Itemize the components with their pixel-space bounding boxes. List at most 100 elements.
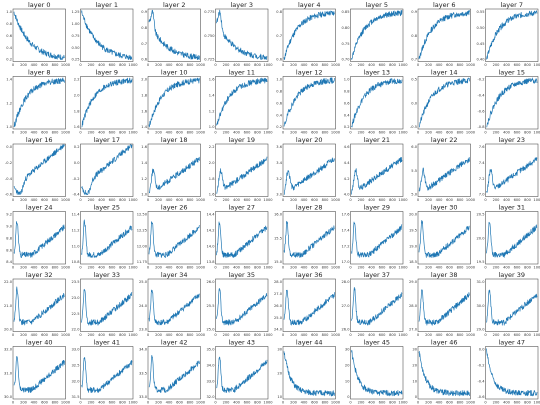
x-tick-label: 800 bbox=[52, 131, 60, 135]
y-tick-label: 2.2 bbox=[209, 145, 215, 149]
y-tick-label: 35.0 bbox=[206, 348, 215, 352]
series-line bbox=[486, 156, 538, 193]
series-line bbox=[216, 287, 268, 326]
x-tick-label: 0 bbox=[214, 198, 217, 202]
x-tick-label: 1000 bbox=[331, 131, 341, 135]
x-tick-label: 800 bbox=[524, 131, 532, 135]
y-tick-label: 1.0 bbox=[209, 125, 215, 129]
x-tick-label: 1000 bbox=[466, 333, 476, 337]
y-tick-label: 1.0 bbox=[6, 125, 12, 129]
x-tick-label: 400 bbox=[31, 131, 39, 135]
subplot-42: layer 42 33.0 33.5 34.0 0 200 400 600 800 1000 bbox=[139, 339, 206, 405]
subplot-30: layer 30 18.5 19.0 19.5 20.0 0 200 400 600 800 100… bbox=[409, 204, 476, 270]
y-tick-label: -0.4 bbox=[477, 379, 485, 383]
subplot-14: layer 14 -0.5 0.0 0.5 0 200 400 600 800 1000 bbox=[410, 69, 476, 135]
y-tick-label: 0.9 bbox=[141, 10, 147, 14]
x-tick-label: 400 bbox=[98, 401, 106, 405]
x-tick-label: 400 bbox=[436, 401, 444, 405]
y-tick-label: 1.0 bbox=[141, 193, 147, 197]
subplot-frame bbox=[12, 211, 66, 265]
y-tick-label: 7.2 bbox=[479, 177, 485, 181]
y-tick-label: 12.25 bbox=[137, 229, 147, 233]
x-tick-label: 800 bbox=[389, 333, 397, 337]
y-tick-label: 0.0 bbox=[411, 101, 417, 105]
x-tick-label: 200 bbox=[425, 401, 433, 405]
y-tick-label: 30 bbox=[412, 348, 417, 352]
y-tick-label: 12.50 bbox=[137, 213, 148, 217]
y-tick-label: 19.5 bbox=[476, 260, 484, 264]
subplot-title: layer 26 bbox=[161, 204, 188, 212]
y-tick-label: 0.8 bbox=[276, 90, 282, 94]
subplot-16: layer 16 -0.6 -0.4 -0.2 0.0 0 200 400 600 800 1000 bbox=[5, 136, 71, 202]
subplot-22: layer 22 5.0 5.5 6.0 0 200 400 600 800 1000 bbox=[411, 136, 476, 202]
y-tick-label: 0.8 bbox=[276, 10, 282, 14]
x-tick-label: 200 bbox=[358, 333, 366, 337]
x-tick-label: 0 bbox=[147, 401, 150, 405]
x-tick-label: 200 bbox=[358, 266, 366, 270]
subplot-title: layer 22 bbox=[431, 136, 458, 144]
y-tick-label: 19.0 bbox=[409, 244, 418, 248]
subplot-frame bbox=[485, 211, 539, 265]
x-tick-label: 200 bbox=[88, 131, 96, 135]
subplot-frame bbox=[417, 211, 471, 265]
y-tick-label: 1.4 bbox=[141, 125, 147, 129]
x-tick-label: 0 bbox=[282, 266, 285, 270]
subplot-20: layer 20 3.0 3.2 3.4 3.6 0 200 400 600 800 1000 bbox=[276, 136, 341, 202]
x-tick-label: 400 bbox=[233, 63, 241, 67]
x-tick-label: 400 bbox=[31, 198, 39, 202]
y-tick-label: 15.5 bbox=[274, 236, 282, 240]
y-tick-label: -0.2 bbox=[5, 161, 12, 165]
x-tick-label: 200 bbox=[155, 401, 163, 405]
x-tick-label: 800 bbox=[119, 401, 127, 405]
y-tick-label: 8.8 bbox=[6, 236, 12, 240]
x-tick-label: 600 bbox=[109, 198, 117, 202]
subplot-36: layer 36 24.0 25.0 26.0 27.0 28.0 0 200 400 600 80… bbox=[274, 271, 341, 337]
y-tick-label: 0.5 bbox=[411, 78, 417, 82]
y-tick-label: 33.0 bbox=[71, 348, 80, 352]
subplot-21: layer 21 4.0 4.2 4.4 4.6 0 200 400 600 800 1000 bbox=[344, 136, 409, 202]
x-tick-label: 400 bbox=[301, 333, 309, 337]
y-tick-label: 9.2 bbox=[6, 213, 12, 217]
y-tick-label: 1.00 bbox=[71, 22, 80, 26]
y-tick-label: 3.0 bbox=[276, 193, 282, 197]
x-tick-label: 1000 bbox=[398, 63, 408, 67]
y-tick-label: 33.0 bbox=[139, 395, 148, 399]
x-tick-label: 1000 bbox=[196, 131, 206, 135]
series-line bbox=[486, 221, 538, 258]
x-tick-label: 400 bbox=[98, 63, 106, 67]
x-tick-label: 400 bbox=[98, 266, 106, 270]
y-tick-label: 4.0 bbox=[344, 193, 350, 197]
y-tick-label: 0.2 bbox=[6, 58, 12, 62]
x-tick-label: 0 bbox=[349, 333, 352, 337]
series-line bbox=[148, 9, 200, 60]
x-tick-label: 400 bbox=[503, 333, 511, 337]
y-tick-label: 20.0 bbox=[409, 213, 418, 217]
y-tick-label: 32.0 bbox=[206, 395, 215, 399]
x-tick-label: 1000 bbox=[61, 131, 71, 135]
y-tick-label: 0.8 bbox=[6, 22, 12, 26]
subplot-frame bbox=[417, 278, 471, 332]
y-tick-label: 3.6 bbox=[276, 145, 282, 149]
x-tick-label: 400 bbox=[368, 63, 376, 67]
x-tick-label: 600 bbox=[244, 131, 252, 135]
y-tick-label: 16.0 bbox=[274, 213, 283, 217]
subplot-frame bbox=[417, 8, 471, 62]
subplot-title: layer 6 bbox=[433, 1, 456, 9]
x-tick-label: 600 bbox=[446, 63, 454, 67]
subplot-title: layer 18 bbox=[161, 136, 188, 144]
x-tick-label: 600 bbox=[514, 266, 522, 270]
x-tick-label: 200 bbox=[88, 333, 96, 337]
y-tick-label: 3.2 bbox=[276, 177, 282, 181]
series-line bbox=[351, 156, 403, 195]
x-tick-label: 400 bbox=[436, 198, 444, 202]
subplot-frame bbox=[215, 278, 269, 332]
series-line bbox=[486, 77, 538, 128]
y-tick-label: 18.5 bbox=[409, 260, 417, 264]
y-tick-label: 11.0 bbox=[71, 244, 80, 248]
x-tick-label: 800 bbox=[457, 266, 465, 270]
x-tick-label: 0 bbox=[282, 333, 285, 337]
x-tick-label: 0 bbox=[12, 63, 15, 67]
y-tick-label: 0.55 bbox=[476, 10, 484, 14]
y-tick-label: 28.0 bbox=[409, 304, 418, 308]
